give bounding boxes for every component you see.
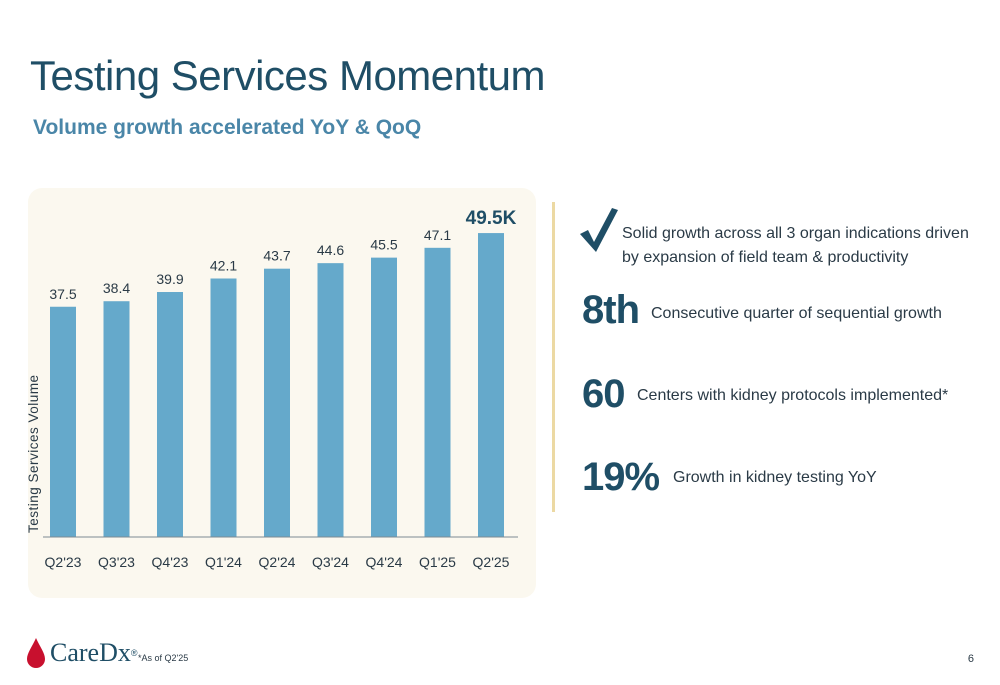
bar-Q1'25 [424, 247, 451, 537]
stat-label-quarters: Consecutive quarter of sequential growth [651, 305, 942, 322]
bar-chart: 37.5 Q2'23 38.4 Q3'23 39.9 Q4'23 42.1 Q1'24 43.7… [28, 208, 518, 570]
slide-subtitle: Volume growth accelerated YoY & QoQ [33, 116, 422, 139]
stat-value-growth: 19% [582, 455, 660, 499]
footnote: *As of Q2'25 [138, 653, 189, 663]
x-tick-Q3'24: Q3'24 [312, 554, 349, 570]
x-tick-Q3'23: Q3'23 [98, 554, 135, 570]
x-tick-Q2'25: Q2'25 [473, 554, 510, 570]
chart-panel: 37.5 Q2'23 38.4 Q3'23 39.9 Q4'23 42.1 Q1'24 43.7… [28, 188, 536, 598]
stat-value-quarters: 8th [582, 288, 640, 332]
bar-Q2'24 [264, 268, 290, 537]
stat-label-growth: Growth in kidney testing YoY [673, 469, 877, 486]
x-tick-Q2'23: Q2'23 [45, 554, 82, 570]
data-label-Q3'23: 38.4 [103, 280, 130, 296]
x-tick-Q2'24: Q2'24 [259, 554, 296, 570]
bar-Q3'23 [103, 301, 130, 537]
bar-Q1'24 [210, 278, 237, 537]
caredx-logo: CareDx ® [26, 638, 138, 668]
checkmark-icon [580, 208, 618, 252]
data-label-Q2'23: 37.5 [49, 286, 76, 302]
data-label-Q2'24: 43.7 [263, 248, 290, 264]
bar-Q2'25 [478, 233, 504, 537]
slide-title: Testing Services Momentum [30, 52, 546, 99]
highlight-intro-text: Solid growth across all 3 organ indicati… [622, 225, 969, 266]
divider-line [552, 202, 555, 512]
bar-Q2'23 [50, 306, 76, 537]
blood-drop-icon [27, 638, 45, 668]
data-label-Q2'25: 49.5K [466, 208, 517, 229]
stat-value-centers: 60 [582, 372, 625, 416]
bar-Q4'23 [157, 292, 183, 537]
stat-label-centers: Centers with kidney protocols implemente… [637, 387, 949, 404]
x-tick-Q4'24: Q4'24 [366, 554, 403, 570]
data-label-Q3'24: 44.6 [317, 242, 344, 258]
x-tick-Q1'24: Q1'24 [205, 554, 242, 570]
bar-Q3'24 [317, 263, 344, 537]
logo-registered-mark: ® [130, 648, 138, 658]
logo-text: CareDx [50, 638, 131, 667]
data-label-Q1'25: 47.1 [424, 227, 451, 243]
y-axis-label: Testing Services Volume [28, 374, 41, 533]
data-label-Q1'24: 42.1 [210, 258, 237, 274]
page-number: 6 [967, 653, 974, 665]
x-tick-Q4'23: Q4'23 [152, 554, 189, 570]
x-tick-Q1'25: Q1'25 [419, 554, 456, 570]
bar-Q4'24 [371, 257, 397, 537]
data-label-Q4'23: 39.9 [156, 271, 183, 287]
data-label-Q4'24: 45.5 [370, 237, 397, 253]
